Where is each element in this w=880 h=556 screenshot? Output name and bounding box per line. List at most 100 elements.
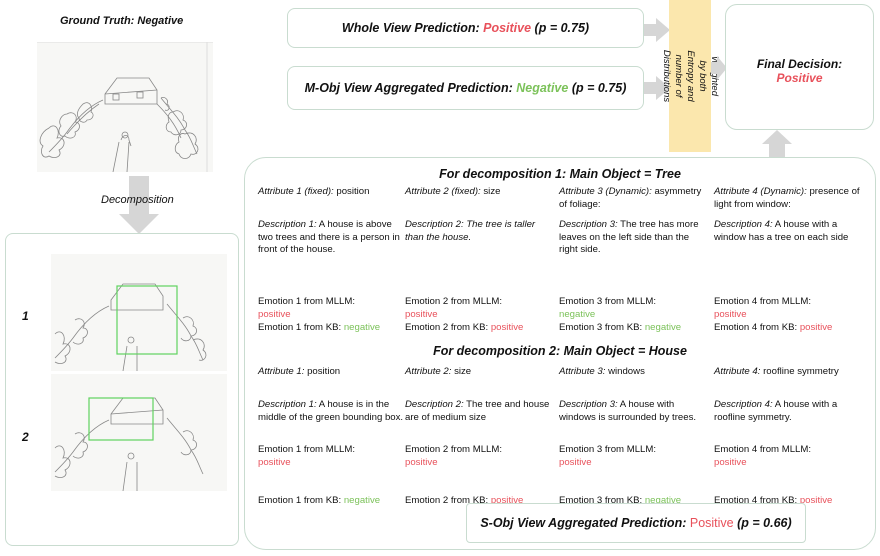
emotion-mllm: Emotion 2 from MLLM: positive: [405, 296, 555, 322]
attribute-value: presence of light from window:: [714, 186, 860, 210]
emotion-kb: Emotion 4 from KB: positive: [714, 495, 864, 508]
weighting-to-final-arrow: [711, 56, 727, 80]
description-label: Description 1:: [258, 399, 317, 410]
emotion-kb: Emotion 1 from KB: negative: [258, 495, 408, 508]
attribute-value: size: [451, 366, 472, 377]
emotion-kb: Emotion 2 from KB: positive: [405, 495, 555, 508]
mobj-view-value: Negative: [516, 81, 569, 95]
sobj-view-label: S-Obj View Aggregated Prediction:: [480, 516, 687, 530]
emotion-kb-label: Emotion 4 from KB:: [714, 495, 800, 506]
emotion-mllm: Emotion 2 from MLLM: positive: [405, 444, 555, 495]
emotion-kb-label: Emotion 4 from KB:: [714, 322, 800, 333]
description: Description 3: The tree has more leaves …: [559, 219, 709, 296]
description: Description 4: A house with a window has…: [714, 219, 864, 296]
description-value: A house with a roofline symmetry.: [714, 399, 838, 423]
emotion-kb-value: negative: [343, 495, 381, 506]
decomposition-arrow: [119, 176, 159, 234]
decomposition-2-image: [51, 374, 227, 491]
attribute-label: Attribute 4:: [714, 366, 761, 377]
sobj-view-value: Positive: [689, 516, 734, 530]
attribute-label: Attribute 4 (Dynamic):: [714, 186, 807, 197]
emotion-kb-value: positive: [799, 495, 833, 506]
emotion-mllm-value: positive: [258, 308, 291, 320]
emotion-kb-value: positive: [799, 322, 833, 333]
sobj-detail-panel: For decomposition 1: Main Object = Tree …: [244, 157, 876, 550]
emotion-mllm: Emotion 1 from MLLM: positive: [258, 296, 408, 322]
attribute-label: Attribute 2 (fixed):: [405, 186, 481, 197]
decomposition-1-title: For decomposition 1: Main Object = Tree: [439, 167, 681, 181]
attribute-label: Attribute 1 (fixed):: [258, 186, 334, 197]
emotion-kb: Emotion 1 from KB: negative: [258, 322, 408, 335]
sobj-view-probability: (p = 0.66): [737, 516, 792, 530]
description: Description 3: A house with windows is s…: [559, 399, 709, 444]
attribute-label: Attribute 2:: [405, 366, 452, 377]
whole-view-probability: (p = 0.75): [534, 21, 590, 35]
decomp1-column-2: Attribute 2 (fixed): size Description 2: …: [405, 186, 555, 335]
attribute: Attribute 4: roofline symmetry: [714, 366, 864, 399]
decomp2-column-2: Attribute 2: size Description 2: The tree…: [405, 366, 555, 508]
attribute: Attribute 4 (Dynamic): presence of light…: [714, 186, 864, 219]
decomp1-column-3: Attribute 3 (Dynamic): asymmetry of foli…: [559, 186, 709, 335]
attribute-label: Attribute 1:: [258, 366, 305, 377]
emotion-kb-value: negative: [343, 322, 381, 333]
description-value: A house with windows is surrounded by tr…: [559, 399, 697, 423]
decomposition-label: Decomposition: [101, 194, 174, 206]
emotion-kb-label: Emotion 2 from KB:: [405, 322, 491, 333]
final-decision-value: Positive: [776, 71, 823, 85]
emotion-mllm-value: positive: [559, 456, 592, 468]
final-decision-box: Final Decision: Positive: [725, 4, 874, 130]
decomposition-1-image: [51, 254, 227, 371]
emotion-kb-label: Emotion 2 from KB:: [405, 495, 491, 506]
decomp2-column-3: Attribute 3: windows Description 3: A hou…: [559, 366, 709, 508]
emotion-mllm-label: Emotion 1 from MLLM:: [258, 296, 356, 307]
attribute-value: windows: [605, 366, 645, 377]
decomposition-2-sketch: [54, 397, 204, 491]
emotion-mllm: Emotion 4 from MLLM: positive: [714, 296, 864, 322]
description-label: Description 2:: [405, 399, 464, 410]
description-label: Description 2: The tree is taller than t…: [405, 219, 536, 243]
mobj-view-prediction-box: M-Obj View Aggregated Prediction: Negati…: [287, 66, 644, 110]
emotion-mllm-label: Emotion 3 from MLLM:: [559, 444, 657, 455]
emotion-mllm-label: Emotion 3 from MLLM:: [559, 296, 657, 307]
decomp1-column-1: Attribute 1 (fixed): position Description…: [258, 186, 408, 335]
crop-number-2: 2: [22, 430, 29, 444]
sketch-illustration: [37, 42, 213, 172]
final-decision-label: Final Decision:: [756, 57, 843, 71]
emotion-kb: Emotion 4 from KB: positive: [714, 322, 864, 335]
description-label: Description 3:: [559, 399, 618, 410]
decomp2-column-1: Attribute 1: position Description 1: A ho…: [258, 366, 408, 508]
description-value: The tree has more leaves on the left sid…: [559, 219, 699, 256]
crop-number-1: 1: [22, 309, 29, 323]
ground-truth-title: Ground Truth: Negative: [60, 15, 183, 27]
description-label: Description 4:: [714, 399, 773, 410]
description-value: A house is in the middle of the green bo…: [258, 399, 404, 423]
emotion-mllm-value: positive: [405, 456, 438, 468]
ground-truth-value: Negative: [137, 15, 184, 27]
emotion-mllm: Emotion 3 from MLLM: negative: [559, 296, 709, 322]
mobj-view-probability: (p = 0.75): [571, 81, 627, 95]
attribute-value: size: [480, 186, 501, 197]
description: Description 4: A house with a roofline s…: [714, 399, 864, 444]
attribute: Attribute 3: windows: [559, 366, 709, 399]
description-label: Description 1:: [258, 219, 317, 230]
ground-truth-label: Ground Truth:: [60, 15, 135, 27]
attribute-value: asymmetry of foliage:: [559, 186, 702, 210]
emotion-kb-label: Emotion 3 from KB:: [559, 322, 645, 333]
emotion-kb-value: negative: [644, 495, 682, 506]
description: Description 2: The tree is taller than t…: [405, 219, 555, 296]
attribute: Attribute 1: position: [258, 366, 408, 399]
whole-view-prediction-box: Whole View Prediction: Positive (p = 0.7…: [287, 8, 644, 48]
attribute: Attribute 2 (fixed): size: [405, 186, 555, 219]
description-value: A house with a window has a tree on each…: [714, 219, 849, 243]
emotion-mllm-label: Emotion 1 from MLLM:: [258, 444, 356, 455]
description: Description 1: A house is above two tree…: [258, 219, 408, 296]
emotion-mllm-value: negative: [559, 308, 596, 320]
emotion-kb-value: positive: [490, 495, 524, 506]
description-label: Description 3:: [559, 219, 618, 230]
description: Description 2: The tree and house are of…: [405, 399, 555, 444]
whole-view-label: Whole View Prediction:: [341, 21, 480, 35]
emotion-mllm-value: positive: [258, 456, 291, 468]
emotion-kb-label: Emotion 3 from KB:: [559, 495, 645, 506]
weighting-bar: Weighted by both Entropy and number of D…: [661, 0, 720, 152]
emotion-kb: Emotion 2 from KB: positive: [405, 322, 555, 335]
